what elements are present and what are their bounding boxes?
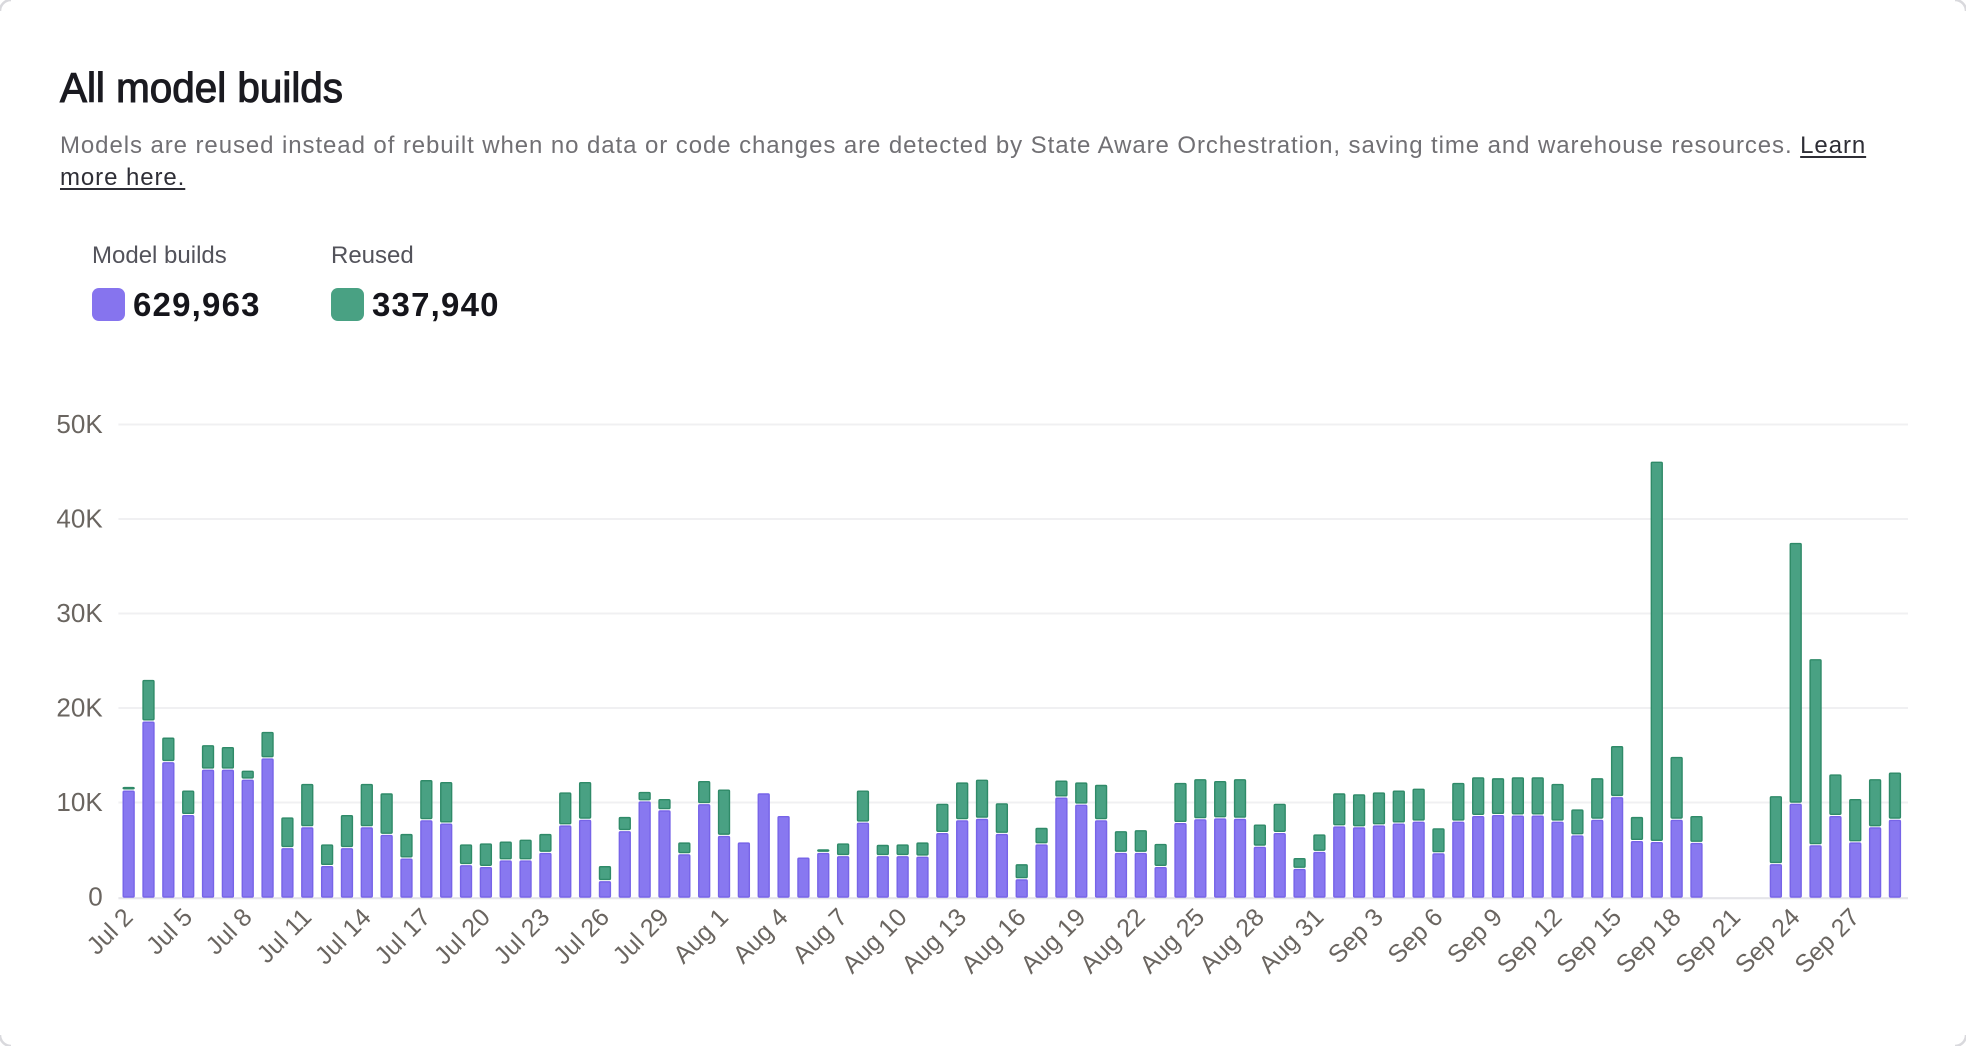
svg-text:Aug 28: Aug 28 [1194, 903, 1270, 979]
svg-text:Aug 4: Aug 4 [728, 903, 794, 969]
svg-text:Sep 6: Sep 6 [1382, 903, 1448, 969]
svg-text:Jul 26: Jul 26 [548, 903, 615, 970]
svg-text:0: 0 [88, 882, 102, 912]
svg-text:Sep 12: Sep 12 [1492, 903, 1568, 979]
svg-text:Sep 15: Sep 15 [1551, 903, 1627, 979]
svg-text:Jul 20: Jul 20 [429, 903, 496, 970]
svg-text:30K: 30K [56, 598, 103, 628]
svg-text:Jul 17: Jul 17 [369, 903, 436, 970]
svg-text:Jul 8: Jul 8 [200, 903, 257, 960]
svg-text:Sep 24: Sep 24 [1730, 903, 1806, 979]
svg-text:20K: 20K [56, 693, 103, 723]
svg-text:Aug 31: Aug 31 [1254, 903, 1330, 979]
svg-text:Jul 2: Jul 2 [81, 903, 138, 960]
svg-text:Sep 21: Sep 21 [1670, 903, 1746, 979]
svg-text:Sep 27: Sep 27 [1789, 903, 1865, 979]
svg-text:Jul 11: Jul 11 [252, 903, 318, 969]
svg-text:Aug 22: Aug 22 [1075, 903, 1151, 979]
svg-text:Sep 3: Sep 3 [1323, 903, 1389, 969]
svg-text:Aug 25: Aug 25 [1134, 903, 1210, 979]
svg-text:50K: 50K [56, 409, 103, 439]
svg-text:40K: 40K [56, 504, 103, 534]
svg-text:Aug 19: Aug 19 [1015, 903, 1091, 979]
svg-text:Aug 1: Aug 1 [668, 903, 734, 969]
svg-text:Jul 29: Jul 29 [607, 903, 674, 970]
svg-text:Aug 16: Aug 16 [956, 903, 1032, 979]
svg-text:Jul 5: Jul 5 [141, 903, 198, 960]
svg-text:10K: 10K [56, 787, 103, 817]
svg-text:Aug 10: Aug 10 [837, 903, 913, 979]
svg-text:Jul 14: Jul 14 [310, 903, 377, 970]
svg-text:Sep 18: Sep 18 [1611, 903, 1687, 979]
svg-text:Jul 23: Jul 23 [488, 903, 555, 970]
svg-text:Aug 13: Aug 13 [896, 903, 972, 979]
